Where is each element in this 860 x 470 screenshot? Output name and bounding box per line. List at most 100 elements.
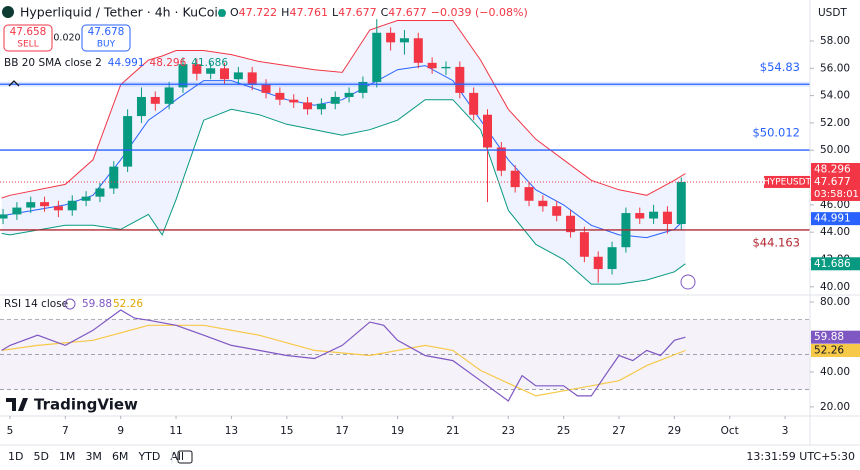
rsi-ma-tag: 52.26	[814, 344, 844, 356]
candle-body	[372, 32, 382, 82]
range-button[interactable]: 3M	[85, 450, 102, 463]
rsi-ma-line	[1, 324, 686, 397]
range-toolbar: 1D 5D 1M 3M 6M YTD All	[8, 450, 184, 463]
o-label: O	[230, 6, 239, 19]
x-tick-label: 21	[446, 425, 459, 437]
symbol-icon	[2, 6, 14, 18]
candle-body	[482, 114, 492, 148]
rsi-tick-label: 40.00	[820, 366, 850, 378]
candle-body	[0, 214, 8, 219]
bb-upper-value: 48.296	[150, 57, 187, 69]
range-button[interactable]: 1D	[8, 450, 23, 463]
x-tick-label: 19	[391, 425, 404, 437]
candle-body	[164, 87, 174, 104]
x-tick-label: 3	[782, 425, 789, 437]
sell-price: 47.658	[10, 26, 47, 38]
x-tick-label: 29	[668, 425, 681, 437]
brand-name: TradingView	[34, 396, 138, 414]
status-dot	[218, 9, 226, 17]
candle-body	[496, 147, 506, 171]
candle-body	[40, 202, 50, 207]
x-tick-label: 27	[612, 425, 625, 437]
close-value: 47.677	[388, 6, 427, 19]
buy-price: 47.678	[88, 26, 125, 38]
y-tick-label: 46.00	[820, 199, 850, 211]
buy-button[interactable]	[81, 24, 131, 52]
range-button[interactable]: YTD	[137, 450, 160, 463]
candle-body	[635, 213, 645, 219]
x-tick-label: 13	[225, 425, 238, 437]
ohlc-legend: O47.722 H47.761 L47.677 C47.677 −0.039 (−0.0…	[230, 6, 528, 19]
x-tick-label: 5	[7, 425, 14, 437]
overlay-layer: Hyperliquid / Tether · 4h · KuCoin O47.7…	[2, 5, 860, 464]
candle-body	[261, 84, 271, 93]
candle-body	[220, 68, 230, 80]
y-tick-label: 44.00	[820, 226, 850, 238]
candle-body	[427, 62, 437, 69]
y-tick-label: 52.00	[820, 117, 850, 129]
range-button[interactable]: 1M	[59, 450, 76, 463]
bb-lower-tag: 41.686	[814, 258, 851, 270]
bb-legend: BB 20 SMA close 2 44.991 48.296 41.686	[4, 57, 228, 69]
c-label: C	[381, 6, 389, 19]
y-tick-label: 58.00	[820, 35, 850, 47]
x-tick-label: 11	[169, 425, 182, 437]
level-label: $50.012	[752, 126, 800, 140]
y-tick-label: 50.00	[820, 144, 850, 156]
range-button[interactable]: 5D	[33, 450, 48, 463]
candle-body	[123, 116, 133, 167]
open-value: 47.722	[239, 6, 278, 19]
symbol-tag: HYPEUSDT	[763, 177, 812, 187]
candle-body	[150, 96, 160, 104]
bb-lower-tag-bg	[811, 257, 860, 271]
plot-layer	[0, 19, 810, 402]
chart-title: Hyperliquid / Tether · 4h · KuCoin	[20, 5, 226, 20]
x-tick-label: 17	[335, 425, 348, 437]
x-tick-label: 15	[280, 425, 293, 437]
candle-body	[579, 232, 589, 257]
currency-label: USDT	[818, 7, 847, 19]
bb-upper-tag-bg	[811, 163, 860, 177]
candle-body	[469, 92, 479, 115]
candle-body	[178, 64, 188, 88]
price-tag-bg	[811, 175, 860, 201]
candle-body	[316, 103, 326, 110]
candle-body	[524, 187, 534, 201]
level-label: $54.83	[760, 60, 800, 74]
rsi-tick-label: 20.00	[820, 401, 850, 413]
candle-body	[538, 200, 548, 207]
candle-body	[455, 66, 465, 93]
collapse-icon[interactable]	[8, 80, 20, 87]
candle-body	[109, 166, 119, 189]
candle-body	[344, 92, 354, 97]
sell-label: SELL	[17, 40, 38, 50]
candle-body	[233, 72, 243, 80]
x-tick-label: 9	[117, 425, 124, 437]
rsi-ma-tag-bg	[811, 343, 860, 357]
rsi-tick-label: 80.00	[820, 296, 850, 308]
candle-body	[330, 96, 340, 104]
visibility-icon[interactable]	[64, 298, 76, 310]
bb-middle-tag: 44.991	[814, 213, 851, 225]
alert-icon[interactable]	[680, 274, 696, 290]
candle-body	[247, 72, 257, 85]
y-tick-label: 56.00	[820, 62, 850, 74]
date-range-icon[interactable]	[177, 450, 193, 464]
candle-body	[552, 206, 562, 216]
candle-body	[441, 66, 451, 69]
candle-body	[67, 200, 77, 211]
range-button[interactable]: All	[170, 450, 184, 463]
bb-middle-value: 44.991	[108, 57, 145, 69]
candle-body	[12, 207, 22, 215]
rsi-tag: 59.88	[814, 331, 844, 343]
bb-upper-tag: 48.296	[814, 164, 851, 176]
candle-body	[136, 96, 146, 117]
bb-middle-tag-bg	[811, 212, 860, 226]
range-button[interactable]: 6M	[112, 450, 129, 463]
clock: 13:31:59 UTC+5:30	[746, 450, 855, 463]
candle-body	[289, 99, 299, 103]
y-tick-label: 54.00	[820, 90, 850, 102]
bb-fill	[1, 20, 686, 285]
sell-button[interactable]	[3, 24, 53, 52]
